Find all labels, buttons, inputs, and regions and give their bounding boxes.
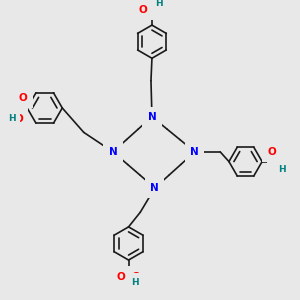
Text: O: O (131, 272, 140, 282)
Text: O: O (272, 164, 281, 174)
Text: O: O (268, 147, 276, 157)
Text: H: H (8, 114, 15, 123)
Text: N: N (151, 183, 159, 193)
Text: O: O (154, 4, 163, 14)
Text: N: N (148, 112, 156, 122)
Text: O: O (116, 272, 125, 282)
Text: O: O (14, 114, 23, 124)
Text: H: H (132, 278, 139, 287)
Text: O: O (19, 93, 28, 103)
Text: N: N (109, 147, 117, 157)
Text: H: H (155, 0, 163, 8)
Text: N: N (190, 147, 199, 157)
Text: H: H (278, 165, 285, 174)
Text: O: O (139, 4, 148, 14)
